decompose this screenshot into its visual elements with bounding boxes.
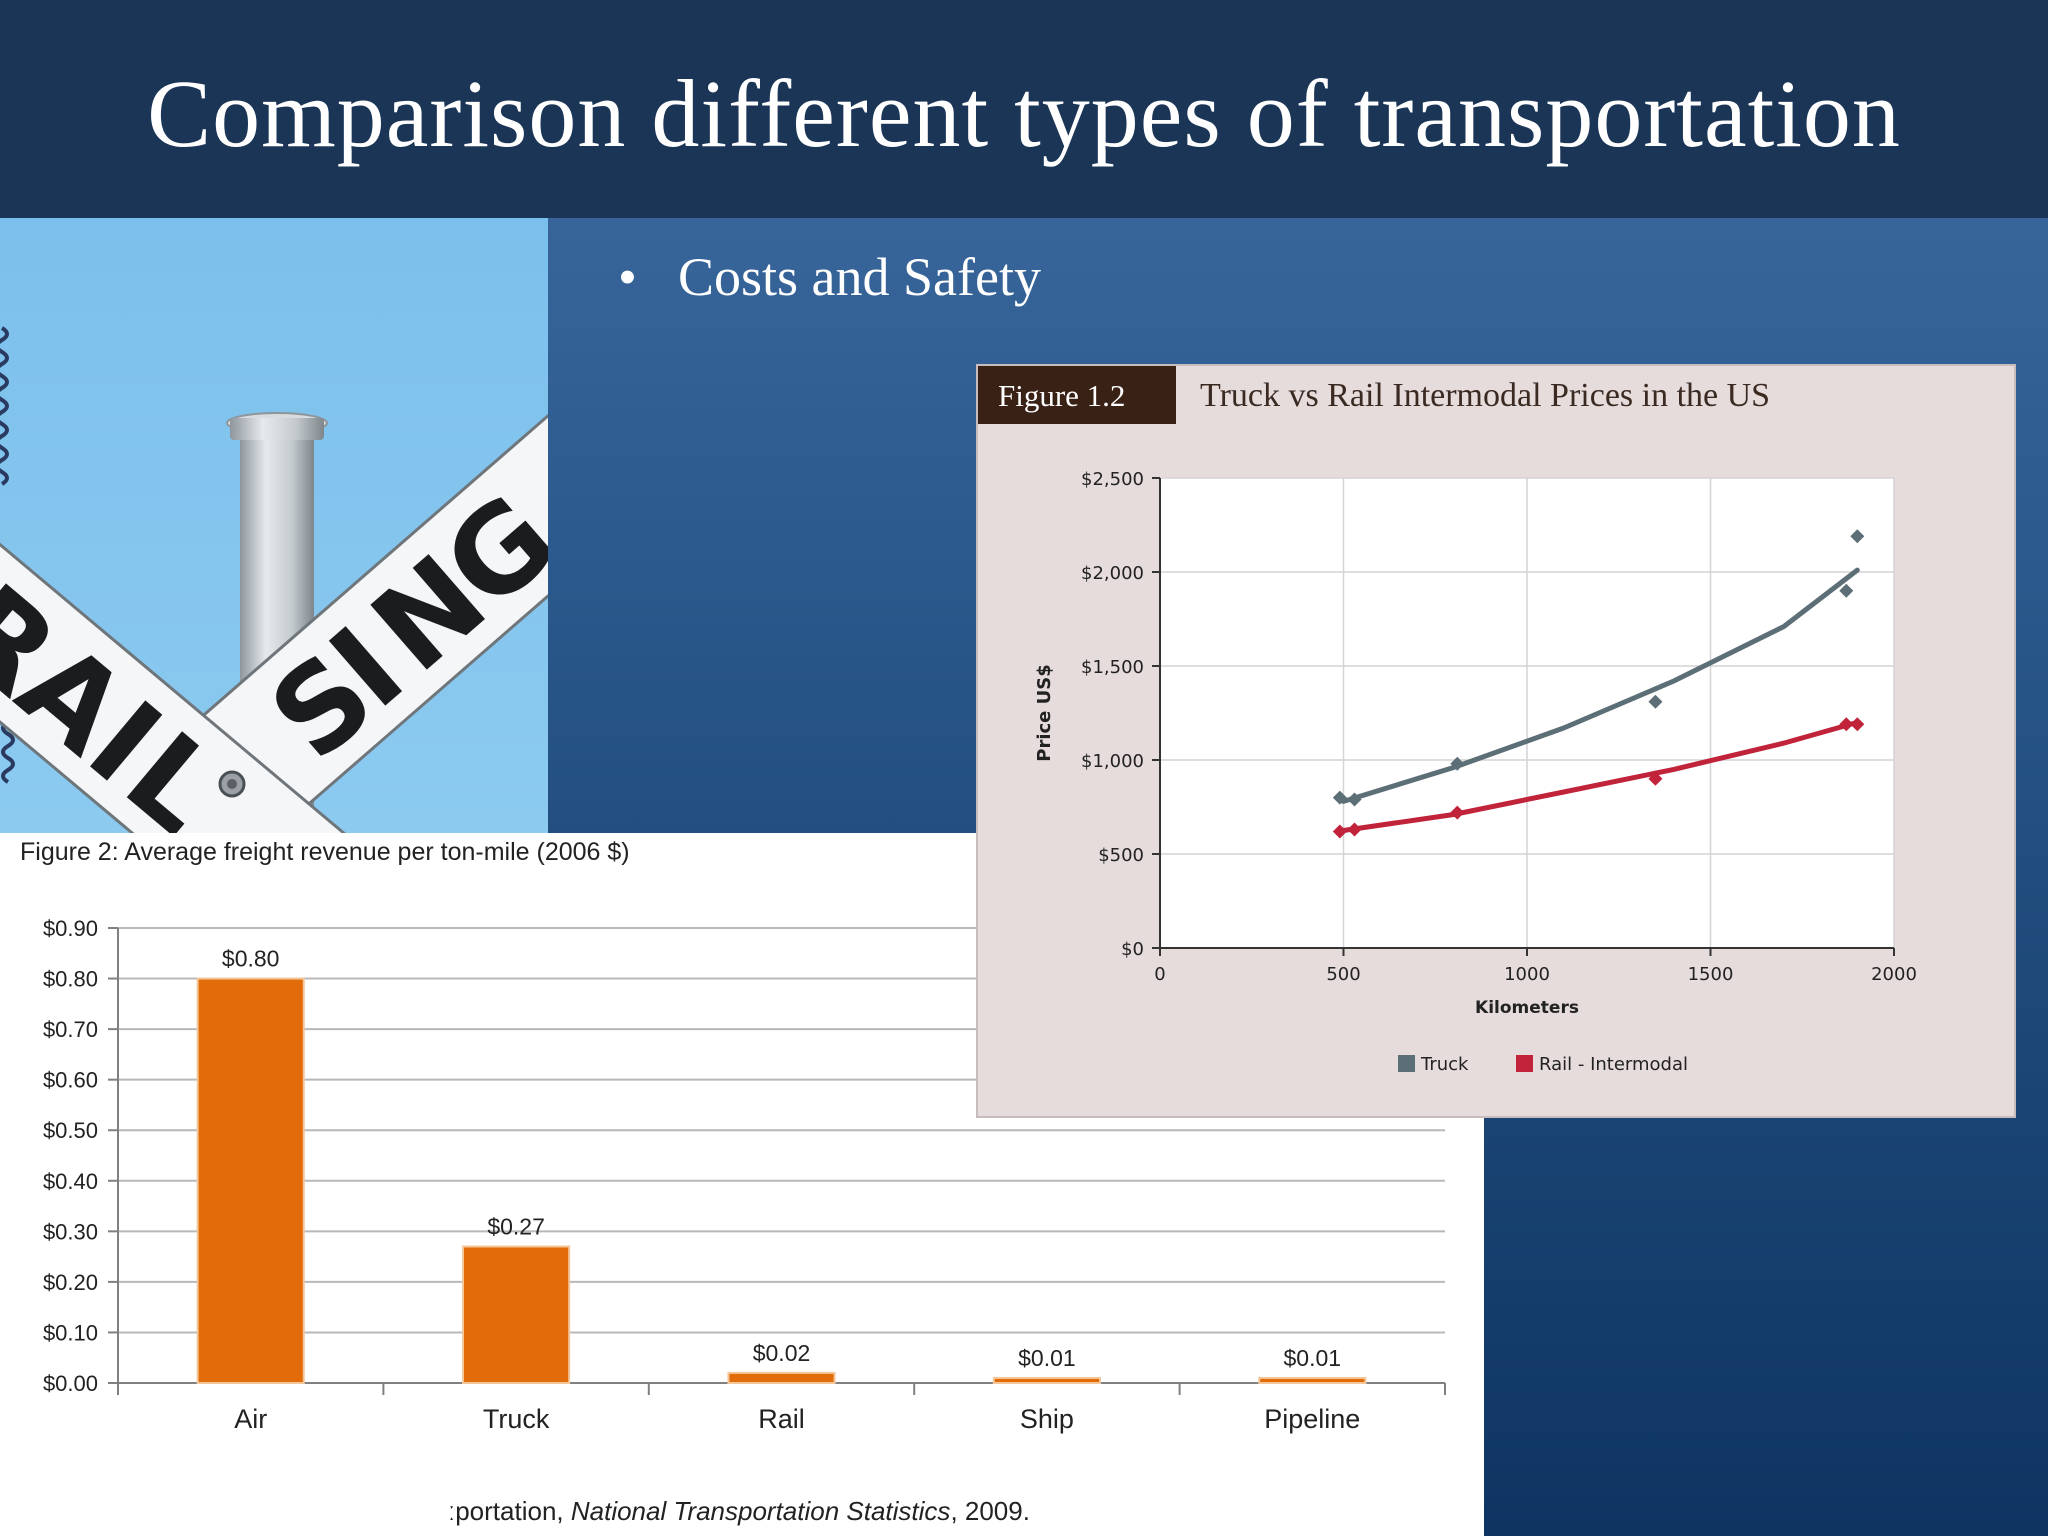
chart-source-suffix: , 2009. [950, 1496, 1030, 1526]
chart-source-prefix: ːportation, [448, 1496, 571, 1526]
bar-truck [462, 1245, 571, 1384]
y-tick-label: $2,000 [1081, 563, 1144, 584]
x-tick-label: Air [234, 1404, 267, 1434]
bar-value-label: $0.01 [1284, 1345, 1342, 1371]
data-point-rail [1347, 822, 1362, 837]
y-tick-label: $500 [1098, 845, 1144, 866]
legend-label: Truck [1420, 1054, 1469, 1075]
y-tick-label: $0.80 [43, 967, 98, 992]
legend-label: Rail - Intermodal [1539, 1054, 1688, 1075]
data-point-truck [1648, 694, 1663, 709]
x-tick-label: Truck [483, 1404, 550, 1434]
y-tick-label: $0.60 [43, 1068, 98, 1093]
y-tick-label: $0.50 [43, 1118, 98, 1143]
x-tick-label: 1500 [1688, 964, 1734, 985]
y-tick-label: $0 [1121, 939, 1144, 960]
y-tick-label: $0.90 [43, 916, 98, 941]
y-axis-label: Price US$ [1034, 664, 1055, 762]
y-tick-label: $2,500 [1081, 469, 1144, 490]
figure-title: Truck vs Rail Intermodal Prices in the U… [1200, 377, 1770, 414]
bar-ship [992, 1376, 1101, 1385]
slide-title: Comparison different types of transporta… [147, 60, 1901, 167]
chart-caption: Figure 2: Average freight revenue per to… [20, 838, 630, 866]
legend-swatch-truck [1398, 1055, 1415, 1072]
y-tick-label: $1,500 [1081, 657, 1144, 678]
bar-pipeline [1258, 1376, 1367, 1385]
x-tick-label: Pipeline [1264, 1404, 1360, 1434]
x-axis-label: Kilometers [1475, 998, 1579, 1018]
y-tick-label: $0.20 [43, 1270, 98, 1295]
data-point-truck [1839, 583, 1854, 598]
x-tick-label: 2000 [1871, 964, 1917, 985]
data-point-truck [1850, 529, 1865, 544]
data-point-rail [1450, 805, 1465, 820]
trendline-truck [1341, 567, 1860, 804]
y-tick-label: $0.40 [43, 1169, 98, 1194]
data-point-truck [1347, 792, 1362, 807]
x-tick-label: 1000 [1504, 964, 1550, 985]
data-point-rail [1332, 824, 1347, 839]
bar-value-label: $0.02 [753, 1340, 811, 1366]
bullet-dot: • [618, 247, 637, 307]
data-point-truck [1450, 756, 1465, 771]
bar-value-label: $0.01 [1018, 1345, 1076, 1371]
data-point-truck [1332, 790, 1347, 805]
bar-value-label: $0.27 [487, 1214, 545, 1240]
legend-swatch-rail [1516, 1055, 1533, 1072]
bullet-text: Costs and Safety [678, 247, 1041, 307]
x-tick-label: Rail [758, 1404, 805, 1434]
x-tick-label: 0 [1154, 964, 1165, 985]
x-tick-label: 500 [1326, 964, 1360, 985]
title-bar: Comparison different types of transporta… [0, 0, 2048, 218]
trendline-rail [1341, 719, 1860, 833]
x-tick-label: Ship [1020, 1404, 1074, 1434]
figure-badge-bg [978, 366, 1176, 424]
bar-air [196, 977, 305, 1385]
y-tick-label: $0.30 [43, 1219, 98, 1244]
data-point-rail [1839, 717, 1854, 732]
railroad-crossing-photo: S I N G R A I L [0, 218, 548, 833]
y-tick-label: $0.10 [43, 1320, 98, 1345]
bullet-item: • Costs and Safety [618, 246, 1041, 308]
figure-badge: Figure 1.2 [998, 378, 1125, 413]
y-tick-label: $0.70 [43, 1017, 98, 1042]
bar-rail [727, 1371, 836, 1385]
data-point-rail [1850, 717, 1865, 732]
y-tick-label: $1,000 [1081, 751, 1144, 772]
chart-source: ːportation, National Transportation Stat… [448, 1496, 1030, 1526]
truck-vs-rail-chart: Figure 1.2 Truck vs Rail Intermodal Pric… [976, 364, 2016, 1118]
data-point-rail [1648, 771, 1663, 786]
y-tick-label: $0.00 [43, 1371, 98, 1396]
bar-value-label: $0.80 [222, 946, 280, 972]
chart-source-italic: National Transportation Statistics [571, 1496, 951, 1526]
